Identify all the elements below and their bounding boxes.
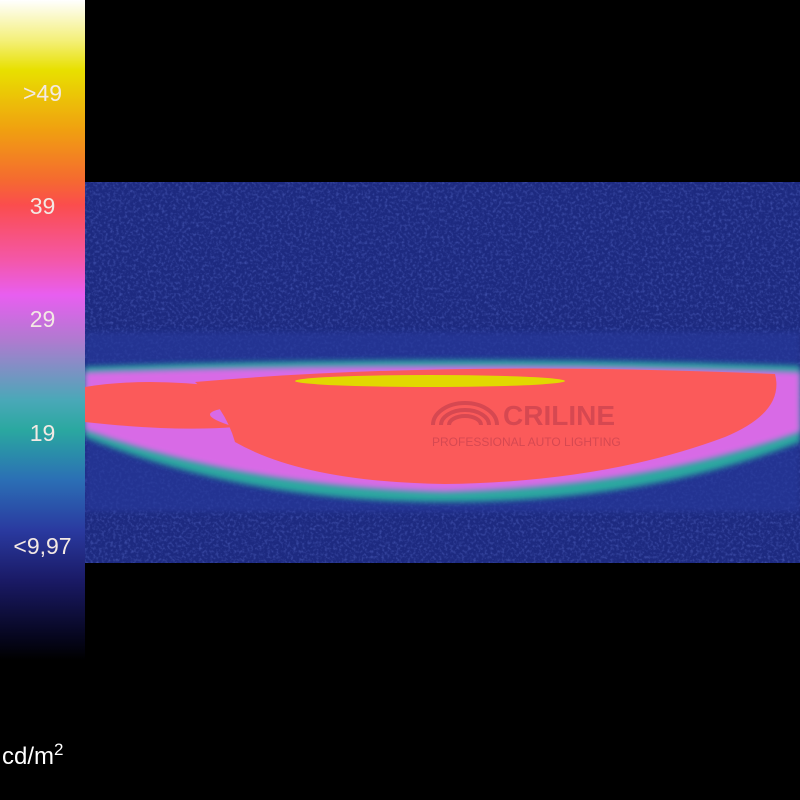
luminance-color-scale: >49 39 29 19 <9,97: [0, 0, 85, 800]
unit-exponent: 2: [54, 740, 64, 759]
criline-logo-icon: [431, 401, 499, 426]
tick-label: 29: [29, 306, 56, 332]
watermark-tagline: PROFESSIONAL AUTO LIGHTING: [432, 435, 621, 449]
left-red-lobe: [85, 382, 235, 429]
criline-watermark: CRILINE PROFESSIONAL AUTO LIGHTING: [431, 400, 621, 449]
unit-label: cd/m2: [2, 740, 63, 771]
unit-base: cd/m: [2, 743, 55, 770]
luminance-map: CRILINE PROFESSIONAL AUTO LIGHTING: [85, 182, 800, 563]
tick-label: <9,97: [13, 533, 72, 559]
yellow-peak-zone: [295, 375, 565, 387]
watermark-brand: CRILINE: [503, 400, 615, 431]
tick-label: >49: [22, 80, 62, 106]
tick-label: 19: [29, 420, 56, 446]
red-hotspot-zone: [195, 368, 777, 484]
tick-label: 39: [29, 193, 56, 219]
